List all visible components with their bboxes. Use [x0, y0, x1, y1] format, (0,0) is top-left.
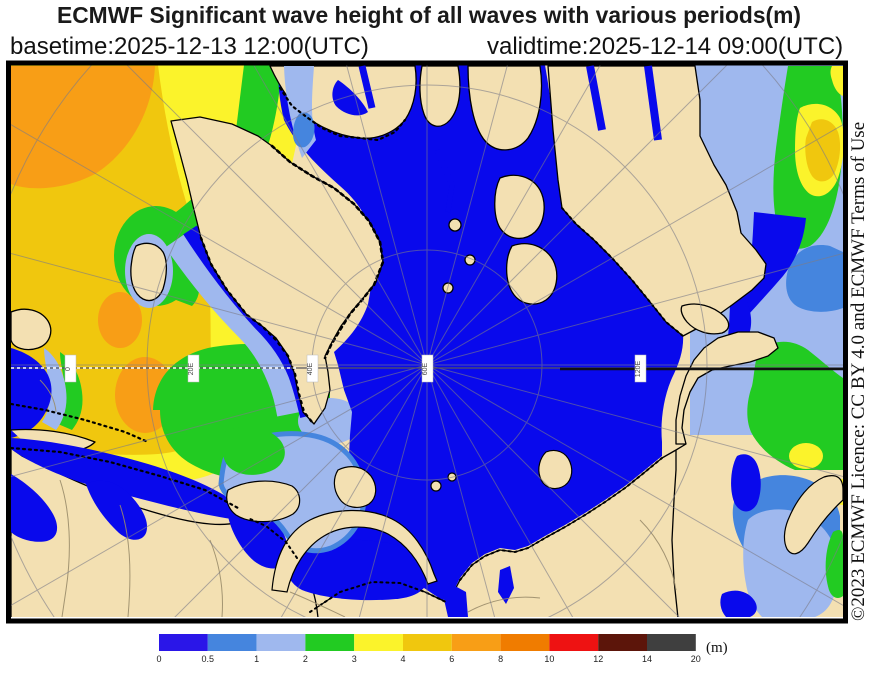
- svg-text:(m): (m): [706, 640, 728, 656]
- svg-text:©2023 ECMWF Licence: CC BY 4.0: ©2023 ECMWF Licence: CC BY 4.0 and ECMWF…: [848, 122, 869, 621]
- svg-text:3: 3: [352, 654, 357, 664]
- svg-text:validtime:2025-12-14 09:00(UTC: validtime:2025-12-14 09:00(UTC): [487, 33, 843, 60]
- svg-text:8: 8: [498, 654, 503, 664]
- svg-text:ECMWF Significant wave height: ECMWF Significant wave height of all wav…: [57, 2, 801, 28]
- svg-text:2: 2: [303, 654, 308, 664]
- svg-text:40E: 40E: [307, 362, 314, 375]
- svg-text:10: 10: [544, 654, 554, 664]
- svg-text:20E: 20E: [188, 362, 195, 375]
- svg-text:14: 14: [642, 654, 652, 664]
- svg-text:12: 12: [593, 654, 603, 664]
- svg-text:basetime:2025-12-13 12:00(UTC): basetime:2025-12-13 12:00(UTC): [10, 33, 369, 60]
- svg-text:4: 4: [400, 654, 405, 664]
- svg-text:120E: 120E: [635, 361, 642, 378]
- svg-text:0: 0: [156, 654, 161, 664]
- svg-text:20: 20: [691, 654, 701, 664]
- svg-text:0.5: 0.5: [202, 654, 215, 664]
- svg-text:6: 6: [449, 654, 454, 664]
- svg-text:60E: 60E: [422, 362, 429, 375]
- svg-text:1: 1: [254, 654, 259, 664]
- svg-text:0: 0: [65, 367, 72, 371]
